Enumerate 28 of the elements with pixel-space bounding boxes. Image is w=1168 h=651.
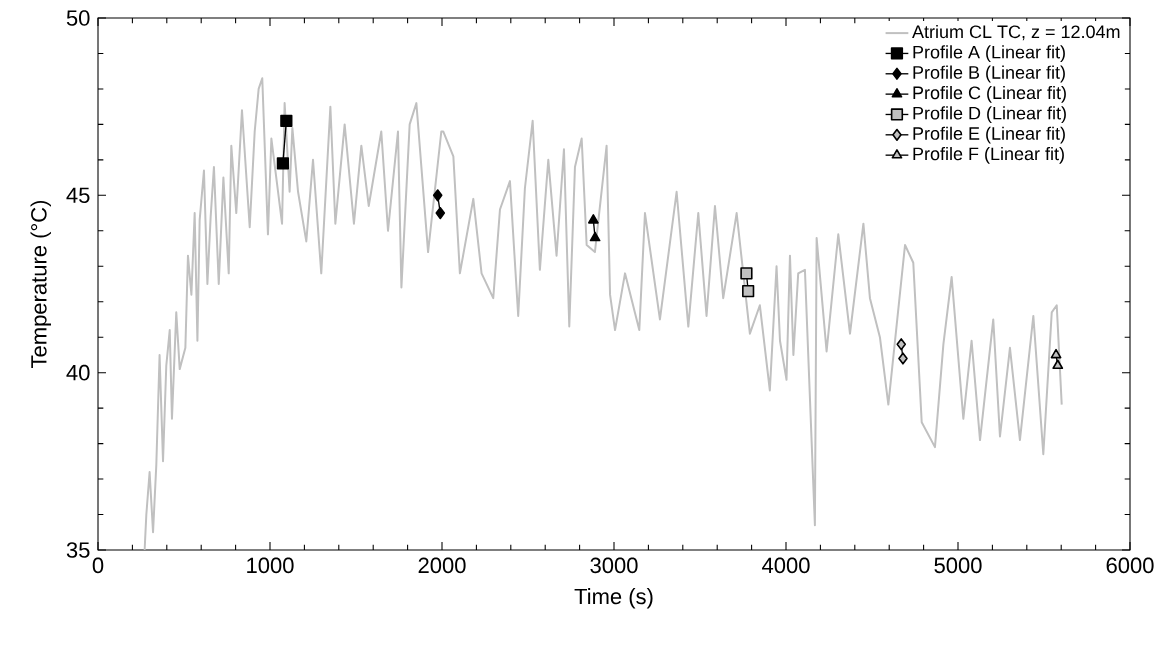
y-tick-label: 35 xyxy=(66,542,90,558)
point xyxy=(898,352,908,365)
x-tick-label: 1000 xyxy=(247,557,294,574)
legend-label: Profile A (Linear fit) xyxy=(913,45,1065,63)
point xyxy=(276,157,290,170)
y-axis-title: Temperature (°C) xyxy=(30,200,51,368)
y-tick-label: 45 xyxy=(66,187,90,203)
x-tick-label: 2000 xyxy=(418,557,466,574)
point xyxy=(740,267,753,280)
legend-label: Atrium CL TC, z = 12.04m xyxy=(912,24,1120,41)
x-tick-label: 4000 xyxy=(762,557,810,574)
legend-label: Profile B (Linear fit) xyxy=(913,65,1065,83)
legend-label: Profile E (Linear fit) xyxy=(913,126,1065,144)
x-axis-title: Time (s) xyxy=(574,588,653,609)
point xyxy=(432,189,443,202)
legend-label: Profile D (Linear fit) xyxy=(913,106,1066,124)
x-tick-label: 3000 xyxy=(590,557,638,574)
legend-label: Profile C (Linear fit) xyxy=(913,85,1066,103)
y-tick-label: 50 xyxy=(66,10,90,26)
x-tick-label: 0 xyxy=(92,557,104,574)
x-tick-label: 5000 xyxy=(934,557,982,574)
legend-label: Profile F (Linear fit) xyxy=(913,146,1064,164)
point xyxy=(435,206,446,220)
point xyxy=(280,114,293,127)
point xyxy=(896,338,907,351)
y-tick-label: 40 xyxy=(66,364,90,381)
x-tick-label: 6000 xyxy=(1106,557,1154,574)
point xyxy=(742,284,755,298)
